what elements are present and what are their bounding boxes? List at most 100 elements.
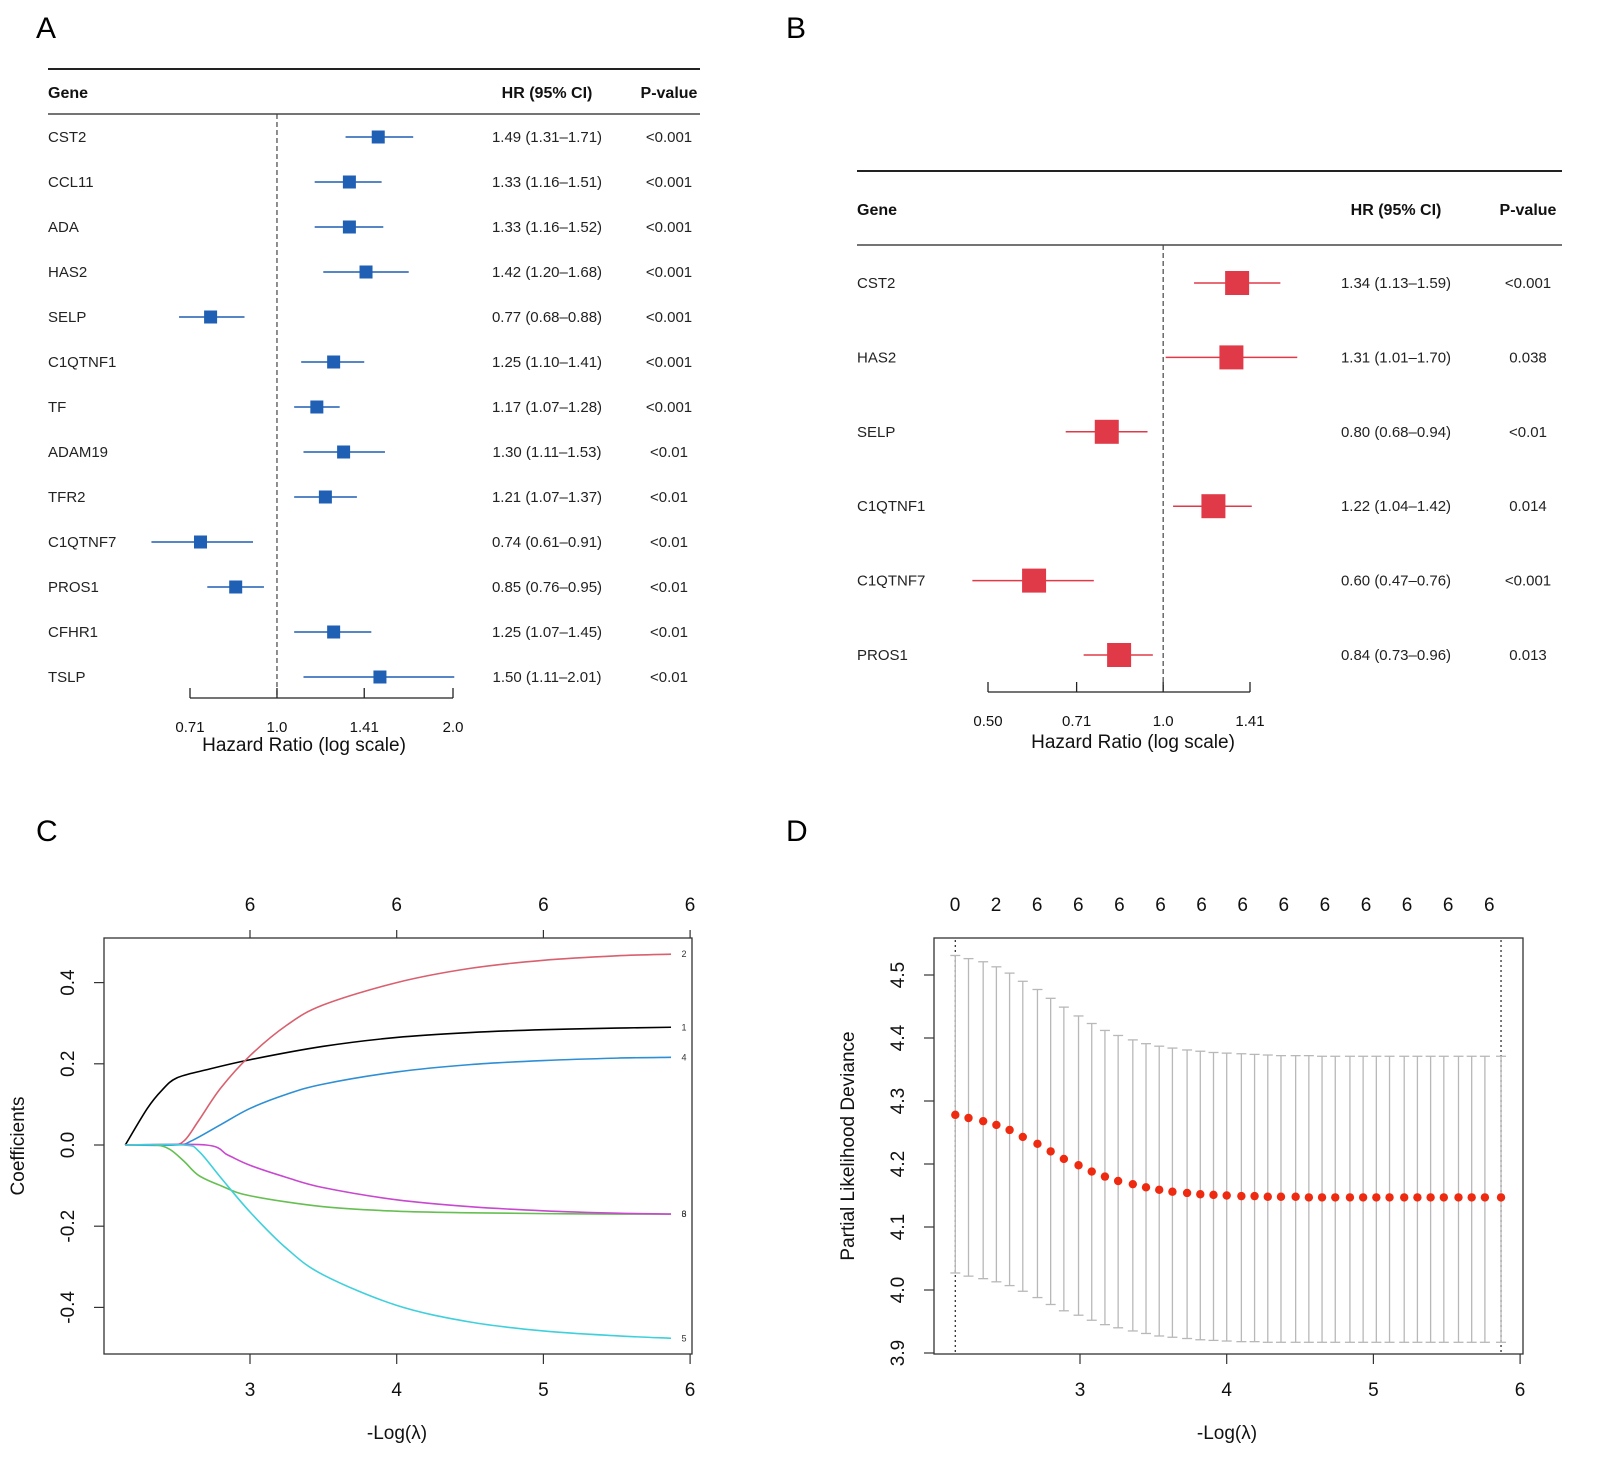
table-row: C1QTNF7 0.60 (0.47–0.76) <0.001 (857, 568, 1551, 593)
p-value: <0.001 (1505, 573, 1551, 590)
gene-name: CST2 (48, 129, 86, 146)
gene-name: ADAM19 (48, 444, 108, 461)
hr-point-marker (204, 310, 218, 324)
hr-point-marker (342, 175, 356, 189)
hr-point-marker (229, 580, 243, 594)
x-tick-label: 5 (1368, 1380, 1379, 1401)
table-row: PROS1 0.85 (0.76–0.95) <0.01 (48, 579, 688, 596)
top-count-label: 2 (991, 895, 1002, 916)
hr-point-marker (310, 400, 324, 414)
x-tick-label: 3 (245, 1380, 256, 1401)
path-end-label: 6 (681, 1209, 686, 1219)
coefficient-path-1 (124, 1026, 672, 1146)
cv-point-group (1154, 1045, 1165, 1337)
path-end-label: 1 (681, 1022, 686, 1032)
y-axis-title: Coefficients (8, 1097, 29, 1196)
p-value: 0.038 (1509, 349, 1547, 366)
cv-point-group (1141, 1043, 1152, 1335)
gene-name: TF (48, 399, 66, 416)
forest-plot-a: Gene HR (95% CI) P-value CST2 1.49 (1.31–… (48, 68, 700, 756)
hr-ci-value: 0.85 (0.76–0.95) (492, 579, 602, 596)
gene-name: C1QTNF7 (857, 573, 925, 590)
p-value: <0.01 (650, 534, 688, 551)
gene-name: C1QTNF7 (48, 534, 116, 551)
x-tick-label: 2.0 (443, 719, 464, 736)
panel-label-b: B (786, 12, 806, 45)
path-end-label: 4 (681, 1052, 686, 1062)
gene-name: C1QTNF1 (48, 354, 116, 371)
hr-ci-value: 1.25 (1.07–1.45) (492, 624, 602, 641)
table-row: CST2 1.49 (1.31–1.71) <0.001 (48, 129, 692, 146)
top-count-label: 6 (1484, 895, 1495, 916)
hr-ci-value: 1.49 (1.31–1.71) (492, 129, 602, 146)
p-value: 0.013 (1509, 647, 1547, 664)
hr-point-marker (371, 130, 385, 144)
deviance-point (1100, 1172, 1110, 1181)
x-tick-label: 5 (538, 1380, 549, 1401)
plot-frame (933, 937, 1524, 1355)
p-value: 0.014 (1509, 498, 1547, 515)
x-axis-title: Hazard Ratio (log scale) (1031, 732, 1235, 753)
cv-point-group (1236, 1053, 1247, 1343)
table-row: TF 1.17 (1.07–1.28) <0.001 (48, 399, 692, 416)
top-count-label: 6 (1402, 895, 1413, 916)
top-count-label: 6 (1361, 895, 1372, 916)
table-row: TFR2 1.21 (1.07–1.37) <0.01 (48, 489, 688, 506)
p-value: <0.001 (646, 219, 692, 236)
cv-point-group (1453, 1055, 1464, 1343)
hr-point-marker (342, 220, 356, 234)
gene-name: C1QTNF1 (857, 498, 925, 515)
hr-ci-value: 1.25 (1.10–1.41) (492, 354, 602, 371)
cv-point-group (1182, 1049, 1193, 1340)
hr-point-marker (327, 625, 341, 639)
top-count-label: 6 (1114, 895, 1125, 916)
top-tick-label: 6 (685, 895, 696, 916)
top-count-label: 6 (1443, 895, 1454, 916)
x-tick-label: 0.50 (973, 713, 1002, 730)
y-tick-label: -0.4 (58, 1291, 79, 1324)
y-tick-label: 4.3 (888, 1088, 909, 1114)
cv-point-group (1017, 980, 1028, 1292)
hr-ci-value: 1.42 (1.20–1.68) (492, 264, 602, 281)
deviance-point (1304, 1193, 1314, 1202)
table-row: CFHR1 1.25 (1.07–1.45) <0.01 (48, 624, 688, 641)
y-tick-label: 0.4 (58, 969, 79, 996)
deviance-point (1250, 1191, 1259, 1201)
gene-name: TSLP (48, 669, 86, 686)
deviance-point (1222, 1191, 1231, 1200)
cv-point-group (1290, 1054, 1301, 1343)
gene-name: HAS2 (48, 264, 87, 281)
plot-frame (103, 937, 693, 1355)
hr-point-marker (1107, 643, 1132, 667)
x-tick-label: 3 (1075, 1380, 1086, 1401)
header-p: P-value (1500, 202, 1557, 219)
x-tick-label: 0.71 (175, 719, 204, 736)
cv-point-group (978, 961, 989, 1280)
gene-name: CFHR1 (48, 624, 98, 641)
deviance-point (992, 1120, 1001, 1130)
gene-name: PROS1 (857, 647, 908, 664)
hr-point-marker (1219, 345, 1244, 370)
table-row: C1QTNF1 1.22 (1.04–1.42) 0.014 (857, 494, 1547, 519)
cv-point-group (950, 954, 961, 1274)
coefficient-path-5 (125, 1143, 672, 1340)
deviance-point (1467, 1193, 1476, 1202)
deviance-point (1331, 1193, 1340, 1202)
deviance-point (1046, 1147, 1055, 1156)
hr-ci-value: 1.33 (1.16–1.52) (492, 219, 602, 236)
table-row: HAS2 1.31 (1.01–1.70) 0.038 (857, 345, 1547, 370)
cv-point-group (1496, 1055, 1507, 1343)
deviance-point (1168, 1187, 1177, 1196)
x-tick-label: 4 (391, 1380, 402, 1401)
cv-point-group (1317, 1055, 1328, 1343)
cv-point-group (1249, 1053, 1260, 1343)
y-tick-label: -0.2 (58, 1210, 79, 1243)
cv-point-group (1113, 1034, 1124, 1329)
deviance-point (1496, 1193, 1506, 1202)
p-value: <0.001 (646, 129, 692, 146)
hr-ci-value: 0.84 (0.73–0.96) (1341, 647, 1451, 664)
cv-point-group (1358, 1055, 1369, 1343)
x-tick-label: 1.0 (1153, 713, 1174, 730)
cv-point-group (1099, 1029, 1110, 1326)
